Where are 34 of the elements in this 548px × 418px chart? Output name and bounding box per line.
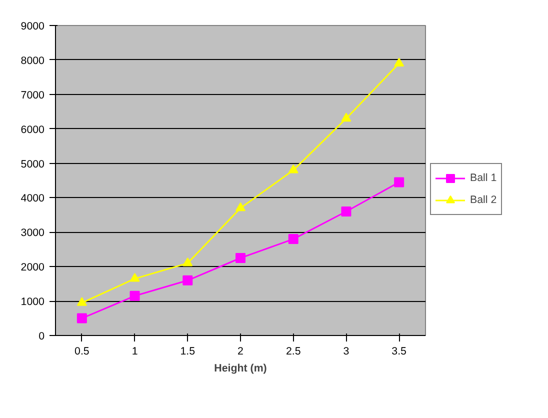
y-tick-label: 4000	[20, 192, 45, 205]
point	[288, 164, 298, 174]
y-tick-label: 5000	[20, 158, 45, 170]
point	[341, 112, 352, 122]
y-tick-label: 3000	[20, 227, 45, 240]
x-tick-label: 2.5	[286, 346, 301, 358]
point	[236, 202, 246, 212]
point	[394, 58, 404, 66]
x-tick-label: 1	[132, 346, 138, 358]
point	[130, 272, 140, 282]
y-tick-label: 0	[38, 330, 45, 342]
x-axis-title: Height (m)	[214, 362, 268, 374]
x-tick-label: 3	[343, 346, 350, 358]
y-tick-label: 8000	[20, 54, 45, 67]
point	[236, 253, 246, 263]
point	[182, 257, 193, 266]
y-tick-label: 1000	[20, 296, 45, 308]
legend-label: Ball 2	[470, 194, 497, 206]
y-tick-label: 7000	[20, 89, 45, 102]
point	[394, 177, 404, 188]
point	[76, 297, 87, 306]
y-tick-label: 9000	[20, 20, 45, 32]
x-tick-label: 3.5	[392, 346, 407, 358]
point	[288, 234, 298, 244]
point	[182, 275, 193, 286]
y-tick-label: 2000	[20, 262, 45, 274]
x-tick-label: 0.5	[74, 346, 90, 358]
legend-label: Ball 1	[470, 172, 497, 184]
point	[341, 206, 352, 216]
x-tick-label: 1.5	[180, 346, 196, 358]
point	[130, 290, 140, 301]
x-tick-label: 2	[238, 346, 244, 358]
y-tick-label: 6000	[20, 124, 45, 136]
point	[76, 313, 87, 324]
